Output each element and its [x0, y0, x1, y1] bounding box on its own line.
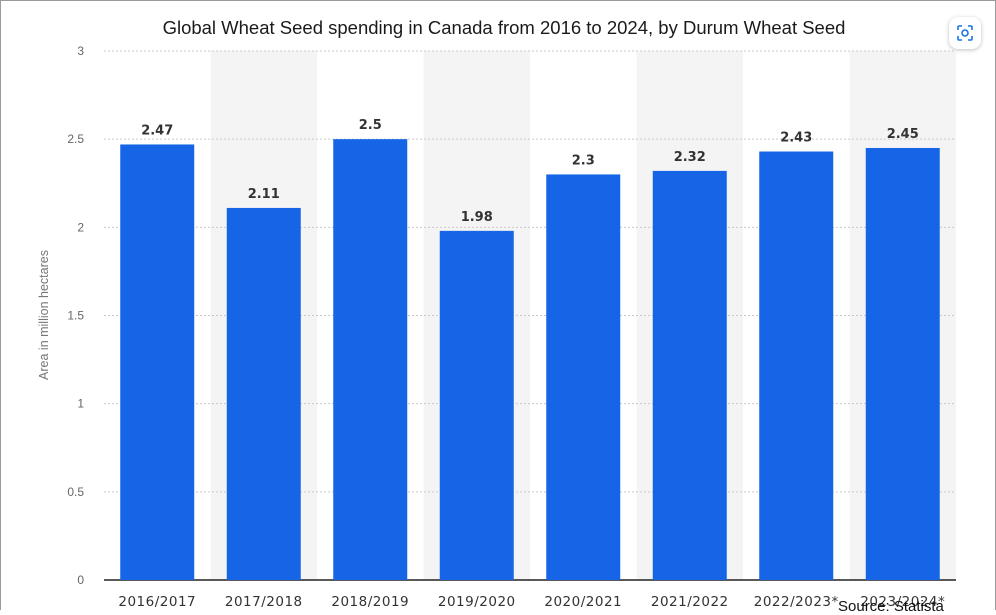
x-tick-label: 2023/2024* — [860, 594, 945, 610]
bar-value-label: 2.3 — [572, 153, 595, 168]
bar — [120, 144, 195, 580]
x-tick-label: 2017/2018 — [225, 594, 303, 610]
bar — [546, 174, 621, 580]
bar — [759, 151, 834, 580]
x-tick-label: 2022/2023* — [754, 594, 839, 610]
y-tick-label: 0.5 — [67, 485, 84, 499]
bar — [439, 230, 514, 581]
y-tick-label: 2 — [77, 220, 84, 234]
x-tick-label: 2018/2019 — [331, 594, 409, 610]
bar-value-label: 2.45 — [887, 127, 919, 142]
y-tick-label: 0 — [77, 573, 84, 587]
x-tick-label: 2019/2020 — [438, 594, 516, 610]
bar-value-label: 2.43 — [780, 131, 812, 146]
google-lens-icon — [957, 25, 973, 41]
google-lens-button[interactable] — [949, 17, 981, 49]
bar — [652, 170, 727, 580]
bar-value-label: 2.5 — [359, 118, 382, 133]
bar — [865, 147, 940, 580]
bar — [226, 207, 301, 581]
bar-value-label: 2.47 — [141, 123, 173, 138]
bar-value-label: 2.11 — [248, 187, 280, 202]
x-tick-label: 2020/2021 — [544, 594, 622, 610]
y-tick-label: 1 — [77, 397, 84, 411]
x-tick-label: 2016/2017 — [118, 594, 196, 610]
x-tick-label: 2021/2022 — [651, 594, 729, 610]
chart-title: Global Wheat Seed spending in Canada fro… — [162, 17, 846, 38]
y-tick-label: 2.5 — [67, 132, 84, 146]
y-tick-label: 1.5 — [67, 309, 84, 323]
source-note: Source: Statista — [838, 598, 944, 615]
bar-value-label: 2.32 — [674, 150, 706, 165]
bar-value-label: 1.98 — [461, 210, 493, 225]
bar — [333, 139, 408, 580]
y-tick-label: 3 — [77, 44, 84, 58]
